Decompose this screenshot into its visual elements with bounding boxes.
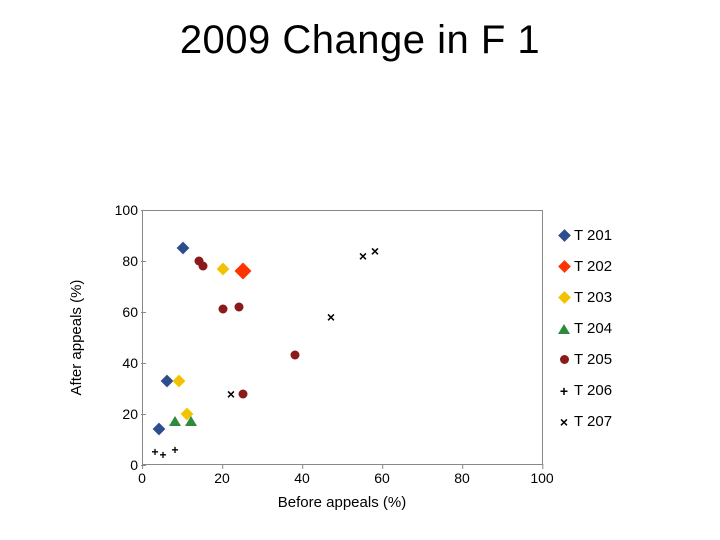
data-point <box>219 305 228 314</box>
legend-item: +T 206 <box>556 375 612 406</box>
x-tick: 20 <box>214 470 230 486</box>
legend-marker-icon <box>556 321 572 337</box>
legend-label: T 205 <box>574 344 612 375</box>
x-axis-label: Before appeals (%) <box>142 494 542 511</box>
legend-item: T 202 <box>556 251 612 282</box>
data-point <box>177 242 190 255</box>
y-axis-label: After appeals (%) <box>68 210 85 465</box>
legend-item: T 201 <box>556 220 612 251</box>
legend-label: T 207 <box>574 406 612 437</box>
data-point <box>161 374 174 387</box>
legend-item: T 203 <box>556 282 612 313</box>
y-tick: 40 <box>108 355 138 371</box>
data-point <box>169 416 181 426</box>
data-point: + <box>171 444 178 456</box>
legend-item: T 204 <box>556 313 612 344</box>
y-tick: 0 <box>108 457 138 473</box>
legend: T 201T 202T 203T 204T 205+T 206×T 207 <box>556 220 612 437</box>
plot-area: +++×××× <box>142 210 542 465</box>
data-point <box>291 351 300 360</box>
legend-marker-icon <box>556 352 572 368</box>
legend-label: T 206 <box>574 375 612 406</box>
legend-label: T 204 <box>574 313 612 344</box>
y-tick: 100 <box>108 202 138 218</box>
legend-marker-icon <box>556 290 572 306</box>
plot-border-right <box>542 210 543 465</box>
data-point <box>235 302 244 311</box>
data-point: × <box>359 249 367 263</box>
legend-item: T 205 <box>556 344 612 375</box>
y-tick: 80 <box>108 253 138 269</box>
legend-marker-icon <box>556 228 572 244</box>
data-point <box>235 263 252 280</box>
legend-label: T 202 <box>574 251 612 282</box>
slide: 2009 Change in F 1 After appeals (%) 0 20… <box>0 0 720 540</box>
data-point <box>239 389 248 398</box>
legend-marker-icon: × <box>556 414 572 430</box>
data-point <box>173 374 186 387</box>
page-title: 2009 Change in F 1 <box>0 18 720 63</box>
x-tick: 0 <box>138 470 146 486</box>
data-point <box>185 416 197 426</box>
legend-marker-icon: + <box>556 383 572 399</box>
legend-item: ×T 207 <box>556 406 612 437</box>
legend-label: T 203 <box>574 282 612 313</box>
x-tick: 80 <box>454 470 470 486</box>
x-tick: 40 <box>294 470 310 486</box>
x-tick: 100 <box>530 470 553 486</box>
x-tick: 60 <box>374 470 390 486</box>
legend-marker-icon <box>556 259 572 275</box>
y-tick: 60 <box>108 304 138 320</box>
data-point <box>217 262 230 275</box>
y-tick: 20 <box>108 406 138 422</box>
data-point: × <box>327 310 335 324</box>
legend-label: T 201 <box>574 220 612 251</box>
data-point <box>153 423 166 436</box>
data-point: × <box>227 387 235 401</box>
data-point: + <box>151 446 158 458</box>
data-point: + <box>159 449 166 461</box>
data-point <box>199 262 208 271</box>
scatter-chart: After appeals (%) 0 20 40 60 80 100 0 20 40 60 80… <box>70 210 630 520</box>
data-point: × <box>371 244 379 258</box>
